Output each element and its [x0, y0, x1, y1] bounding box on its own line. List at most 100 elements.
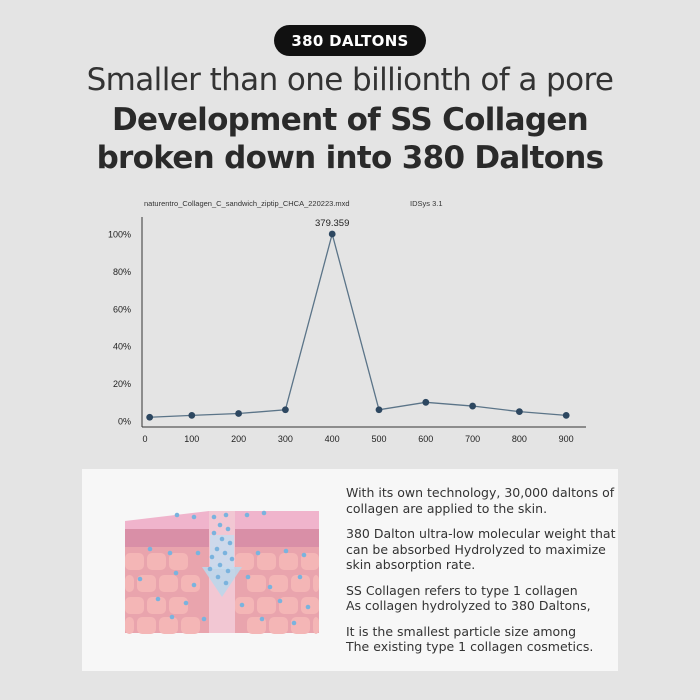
collagen-particle [214, 546, 220, 552]
collagen-particle [227, 540, 233, 546]
description-paragraph-3: SS Collagen refers to type 1 collagen As… [346, 582, 591, 614]
x-tick-labels: 0 100 200 300 400 500 600 700 800 900 [142, 434, 573, 444]
skin-cell [257, 597, 276, 614]
skin-cell [291, 575, 310, 592]
skin-cell [269, 617, 288, 634]
collagen-particle [223, 512, 229, 518]
skin-cell [257, 553, 276, 570]
collagen-particle [223, 580, 229, 586]
skin-cell [301, 597, 319, 614]
collagen-particle [244, 512, 250, 518]
data-point [422, 398, 430, 406]
headline-line2: Development of SS Collagen [111, 102, 589, 138]
skin-cell [125, 597, 144, 614]
skin-cell [247, 575, 266, 592]
series-line [149, 231, 567, 418]
collagen-particle [147, 546, 153, 552]
mass-spectrum-chart: naturentro_Collagen_C_sandwich_ziptip_CH… [108, 199, 586, 444]
collagen-particle [211, 530, 217, 536]
skin-cell [313, 575, 319, 592]
collagen-particle [191, 514, 197, 520]
skin-cell [169, 597, 188, 614]
y-tick-label: 20% [113, 379, 131, 389]
data-point [282, 406, 289, 414]
collagen-particle [261, 510, 267, 516]
collagen-particle [155, 596, 161, 602]
skin-cell [159, 617, 178, 634]
collagen-particle [259, 616, 265, 622]
collagen-particle [239, 602, 245, 608]
collagen-particle [267, 584, 273, 590]
collagen-particle [217, 562, 223, 568]
collagen-particle [305, 604, 311, 610]
collagen-particle [137, 576, 143, 582]
collagen-particle [222, 550, 228, 556]
skin-cell [235, 597, 254, 614]
skin-cell [279, 553, 298, 570]
collagen-particle [245, 574, 251, 580]
x-tick-label: 200 [231, 434, 246, 444]
data-point [375, 406, 383, 414]
collagen-particles [137, 510, 311, 626]
x-tick-label: 800 [512, 434, 527, 444]
description-paragraph-1: With its own technology, 30,000 daltons … [346, 485, 615, 516]
skin-cell [279, 597, 298, 614]
skin-cell [181, 617, 200, 634]
skin-cell [125, 617, 134, 634]
skin-surface-right [235, 511, 319, 529]
collagen-particle [229, 556, 235, 562]
data-point [469, 402, 476, 410]
collagen-particle [174, 512, 180, 518]
skin-surface-left [125, 511, 209, 529]
data-point [516, 408, 523, 416]
collagen-particle [191, 582, 197, 588]
x-tick-label: 600 [418, 434, 433, 444]
collagen-particle [209, 554, 215, 560]
skin-cell [125, 553, 144, 570]
collagen-particle [195, 550, 201, 556]
y-tick-label: 0% [118, 417, 131, 427]
skin-cell [147, 553, 166, 570]
x-tick-label: 0 [142, 434, 147, 444]
collagen-particle [291, 620, 297, 626]
skin-cell [125, 575, 134, 592]
headline-line1: Smaller than one billionth of a pore [86, 62, 614, 98]
y-tick-label: 60% [113, 304, 131, 314]
x-tick-label: 400 [325, 434, 340, 444]
skin-cell [137, 617, 156, 634]
collagen-particle [167, 550, 173, 556]
collagen-particle [207, 566, 213, 572]
collagen-particle [183, 600, 189, 606]
skin-cell [159, 575, 178, 592]
chart-software-label: IDSys 3.1 [410, 199, 443, 208]
data-point [235, 410, 243, 417]
y-tick-label: 40% [113, 342, 131, 352]
skin-cell [247, 617, 266, 634]
collagen-particle [255, 550, 261, 556]
headline-line3: broken down into 380 Daltons [96, 140, 605, 176]
data-point [562, 411, 570, 419]
y-tick-labels: 0% 20% 40% 60% 80% 100% [108, 230, 131, 427]
x-tick-label: 300 [278, 434, 293, 444]
y-tick-label: 80% [113, 267, 131, 277]
collagen-particle [277, 598, 283, 604]
collagen-particle [301, 552, 307, 558]
info-panel: With its own technology, 30,000 daltons … [82, 469, 618, 671]
collagen-particle [219, 536, 225, 542]
down-arrow-icon [202, 567, 242, 597]
description: With its own technology, 30,000 daltons … [346, 485, 616, 665]
collagen-particle [225, 526, 231, 532]
collagen-particle [215, 574, 221, 580]
dalton-badge: 380 DALTONS [274, 25, 426, 56]
skin-cell [147, 597, 166, 614]
skin-cell [301, 553, 319, 570]
peak-label: 379.359 [315, 218, 349, 229]
x-tick-label: 100 [184, 434, 199, 444]
skin-cell [269, 575, 288, 592]
x-tick-label: 500 [371, 434, 386, 444]
skin-cell [181, 575, 200, 592]
x-tick-label: 700 [465, 434, 480, 444]
data-point [188, 411, 196, 419]
skin-cell [313, 617, 319, 634]
y-tick-label: 100% [108, 230, 131, 240]
